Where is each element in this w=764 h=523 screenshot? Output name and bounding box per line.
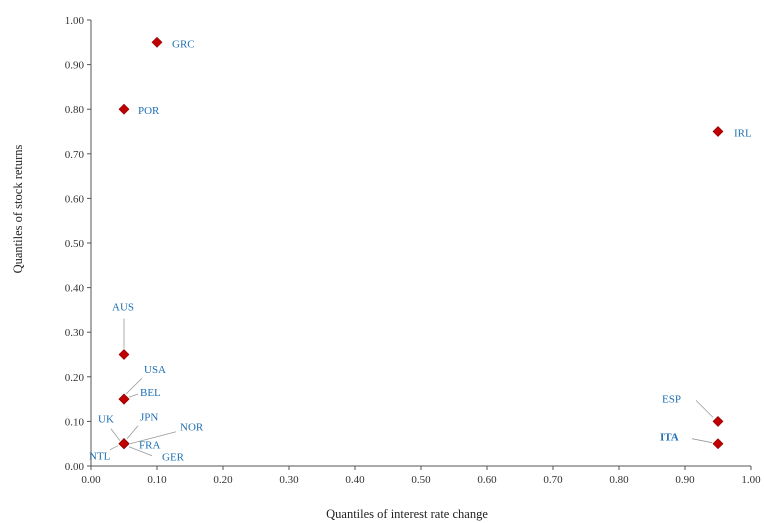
x-axis-title: Quantiles of interest rate change: [326, 507, 488, 521]
leader-line-ntl: [109, 445, 119, 451]
data-point-grc: [151, 36, 163, 48]
data-point-aus: [118, 349, 130, 360]
data-label-uk: UK: [98, 414, 114, 426]
leader-line-nor: [129, 431, 177, 445]
data-label-esp: ESP: [662, 393, 681, 405]
data-label-jpn: JPN: [140, 412, 158, 424]
x-tick-label: 0.90: [675, 474, 695, 486]
leader-line-usa: [125, 377, 143, 395]
x-tick-label: 0.50: [411, 474, 431, 486]
data-points: [118, 36, 724, 450]
y-tick-label: 0.40: [65, 283, 85, 295]
y-tick-label: 0.60: [65, 193, 85, 205]
y-ticks: 0.00 0.10 0.20 0.30 0.40 0.50 0.60 0.70 0.80 0.90…: [65, 15, 91, 473]
data-label-bel: BEL: [140, 387, 161, 399]
x-tick-label: 0.00: [81, 474, 101, 486]
data-label-ntl: NTL: [89, 451, 111, 463]
point-labels: GRC POR IRL AUS USA BEL JPN UK NOR FRA NTL GER ESP IT…: [89, 38, 752, 463]
y-tick-label: 0.10: [65, 416, 85, 428]
y-tick-label: 0.30: [65, 327, 85, 339]
data-label-por: POR: [138, 105, 160, 117]
axes: [90, 20, 751, 467]
x-tick-label: 0.80: [609, 474, 629, 486]
x-tick-label: 0.70: [543, 474, 563, 486]
y-tick-label: 0.70: [65, 149, 85, 161]
x-tick-label: 0.20: [213, 474, 233, 486]
leader-line-bel: [128, 393, 139, 398]
data-point-esp: [712, 415, 724, 427]
leader-line-jpn: [126, 425, 139, 439]
x-ticks: 0.00 0.10 0.20 0.30 0.40 0.50 0.60 0.70 0.80 0.90…: [81, 466, 761, 486]
leader-line-uk: [110, 428, 121, 441]
data-point-irl: [712, 126, 724, 137]
y-tick-label: 0.00: [65, 461, 85, 473]
data-point-ita: [712, 438, 724, 450]
data-label-aus: AUS: [112, 302, 134, 314]
x-tick-label: 0.60: [477, 474, 497, 486]
data-label-nor: NOR: [180, 422, 204, 434]
y-tick-label: 0.50: [65, 238, 85, 250]
data-point-por: [118, 103, 130, 115]
y-tick-label: 0.90: [65, 60, 85, 72]
x-tick-label: 0.10: [147, 474, 167, 486]
leader-line-ger: [128, 446, 153, 457]
x-tick-label: 0.30: [279, 474, 299, 486]
data-label-usa: USA: [144, 364, 166, 376]
data-point-bel: [118, 393, 130, 405]
data-label-ita: ITA: [660, 432, 679, 444]
leader-lines: [109, 318, 714, 457]
y-axis-title: Quantiles of stock returns: [11, 144, 25, 273]
data-label-irl: IRL: [734, 128, 752, 140]
data-label-fra: FRA: [139, 440, 160, 452]
y-tick-label: 0.80: [65, 104, 85, 116]
data-point-ger: [118, 438, 130, 450]
leader-line-esp: [695, 400, 714, 418]
y-tick-label: 0.20: [65, 372, 85, 384]
x-tick-label: 1.00: [741, 474, 761, 486]
leader-line-ita: [691, 438, 713, 444]
x-tick-label: 0.40: [345, 474, 365, 486]
y-tick-label: 1.00: [65, 15, 85, 27]
data-label-grc: GRC: [172, 38, 195, 50]
data-label-ger: GER: [162, 452, 185, 464]
